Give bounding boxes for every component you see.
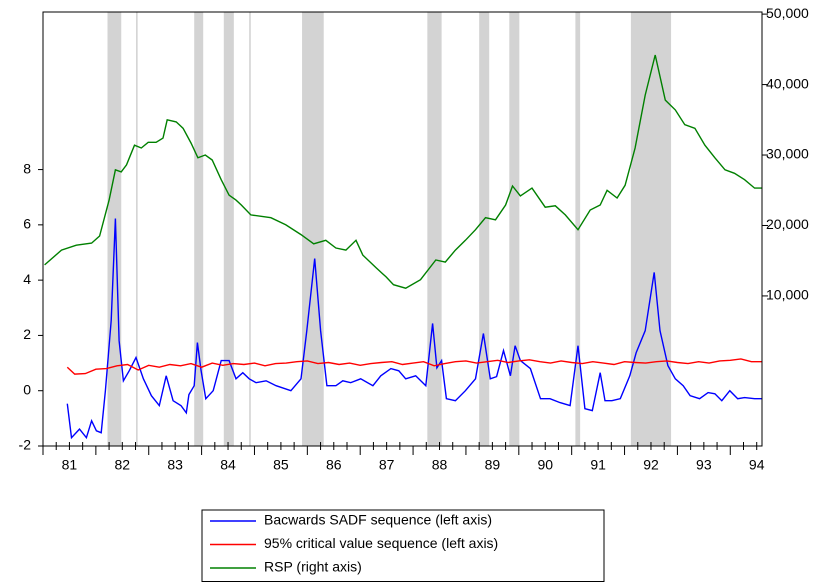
x-tick-label: 86	[326, 457, 342, 473]
x-tick-label: 88	[432, 457, 448, 473]
shaded-region	[223, 12, 234, 446]
legend-label: RSP (right axis)	[264, 559, 362, 575]
x-tick-label: 85	[273, 457, 289, 473]
shaded-region	[427, 12, 442, 446]
legend-label: Bacwards SADF sequence (left axis)	[264, 512, 492, 528]
y-tick-label: 0	[23, 381, 31, 397]
legend-box	[201, 509, 605, 582]
x-tick-label: 90	[537, 457, 553, 473]
shaded-region	[249, 12, 251, 446]
y2-tick-label: 20,000	[766, 216, 809, 232]
shaded-region	[479, 12, 490, 446]
x-tick-label: 89	[485, 457, 501, 473]
x-tick-label: 83	[167, 457, 183, 473]
y-tick-label: 4	[23, 271, 31, 287]
y-tick-label: 2	[23, 326, 31, 342]
shaded-region	[302, 12, 324, 446]
y-tick-label: -2	[19, 437, 32, 453]
legend-label: 95% critical value sequence (left axis)	[264, 535, 498, 551]
shaded-region	[136, 12, 138, 446]
data-line	[66, 218, 762, 440]
data-line	[44, 54, 762, 289]
x-tick-label: 87	[379, 457, 395, 473]
x-tick-label: 93	[696, 457, 712, 473]
x-tick-label: 92	[643, 457, 659, 473]
y2-tick-label: 40,000	[766, 75, 809, 91]
y2-tick-label: 30,000	[766, 146, 809, 162]
shaded-region	[630, 12, 672, 446]
x-tick-label: 91	[590, 457, 606, 473]
y-tick-label: 8	[23, 160, 31, 176]
x-tick-label: 84	[220, 457, 236, 473]
y2-tick-label: 50,000	[766, 5, 809, 21]
shaded-region	[194, 12, 204, 446]
y-tick-label: 6	[23, 216, 31, 232]
x-tick-label: 82	[115, 457, 131, 473]
plot-frame	[42, 11, 763, 447]
x-tick-label: 94	[749, 457, 765, 473]
y2-tick-label: 10,000	[766, 287, 809, 303]
shaded-region	[509, 12, 520, 446]
x-tick-label: 81	[62, 457, 78, 473]
data-line	[66, 358, 762, 375]
